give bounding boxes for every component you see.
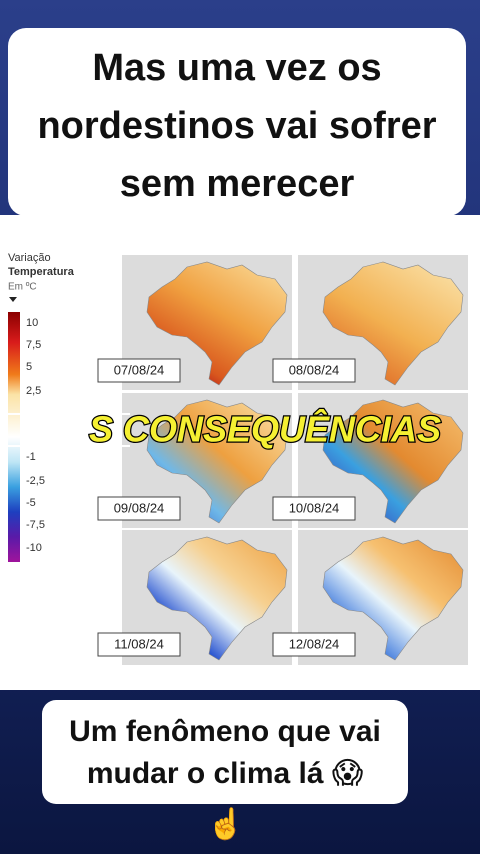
date-label: 07/08/24 (114, 362, 165, 377)
legend-label: 5 (26, 361, 32, 373)
caption-line: Mas uma vez os (92, 47, 381, 89)
caption-line: mudar o clima lá 😱 (87, 757, 363, 790)
legend-arrow (9, 297, 17, 302)
date-label: 11/08/24 (114, 636, 164, 651)
date-label: 12/08/24 (289, 636, 340, 651)
caption-box (42, 700, 408, 804)
legend-label: 7,5 (26, 339, 41, 351)
color-scale (8, 312, 20, 562)
date-box (272, 496, 356, 521)
legend-label: -7,5 (26, 519, 45, 531)
caption-box (8, 28, 466, 216)
caption-line: nordestinos vai sofrer (37, 105, 436, 147)
legend-label: -2,5 (26, 475, 45, 487)
legend-title: Variação (8, 252, 51, 264)
overlay-text: S CONSEQUÊNCIAS (89, 408, 441, 450)
legend-title: Temperatura (8, 266, 75, 278)
legend-label: 10 (26, 317, 38, 329)
date-box (272, 632, 356, 657)
date-label: 10/08/24 (289, 500, 340, 515)
date-box (272, 358, 356, 383)
legend-label: -1 (26, 451, 36, 463)
pointer-emoji: ☝️ (207, 805, 244, 842)
caption-line: Um fenômeno que vai (69, 715, 381, 748)
date-label: 09/08/24 (114, 500, 165, 515)
date-label: 08/08/24 (289, 362, 340, 377)
legend-label: 2,5 (26, 385, 41, 397)
legend-label: -5 (26, 497, 36, 509)
date-box (97, 358, 181, 383)
caption-line: sem merecer (120, 163, 355, 205)
date-box (97, 632, 181, 657)
legend-label: -10 (26, 542, 42, 554)
legend-unit: Em ºC (8, 282, 37, 293)
date-box (97, 496, 181, 521)
